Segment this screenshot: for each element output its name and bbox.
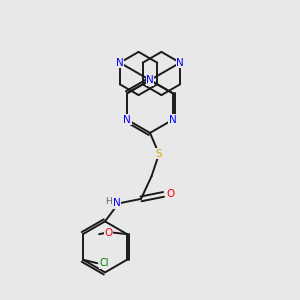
Text: Cl: Cl: [99, 258, 109, 268]
Text: S: S: [156, 149, 162, 159]
Text: N: N: [116, 58, 124, 68]
Text: N: N: [146, 75, 154, 85]
Text: H: H: [106, 197, 112, 206]
Text: O: O: [166, 189, 174, 200]
Text: O: O: [104, 228, 112, 238]
Text: N: N: [169, 115, 177, 125]
Text: N: N: [123, 115, 131, 125]
Text: N: N: [176, 58, 184, 68]
Text: N: N: [113, 198, 121, 208]
